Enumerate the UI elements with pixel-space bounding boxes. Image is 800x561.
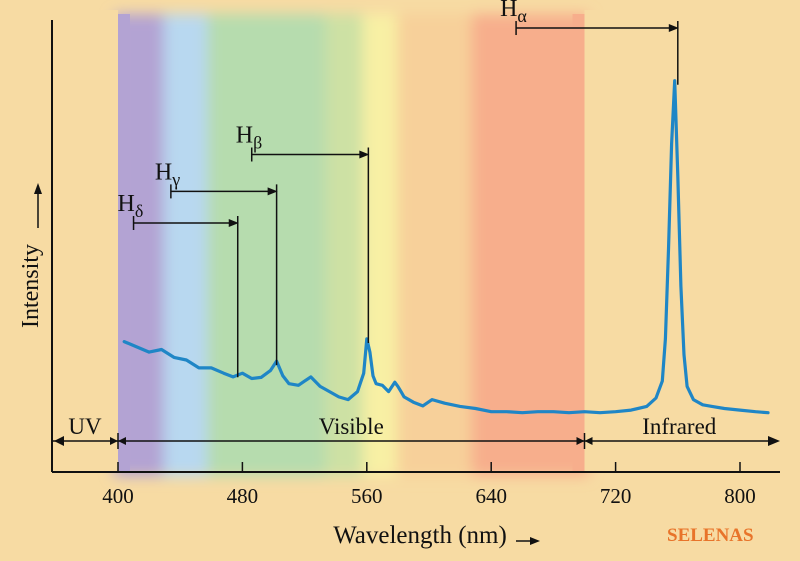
h-alpha-label: Hα bbox=[500, 0, 527, 26]
hydrogen-line-markers: Hα Hβ Hγ Hδ bbox=[118, 0, 679, 378]
color-bands bbox=[114, 14, 589, 476]
region-label-infrared: Infrared bbox=[642, 414, 717, 439]
x-tick-label-800: 800 bbox=[724, 484, 756, 508]
spectrum-line bbox=[122, 79, 770, 415]
axes bbox=[51, 10, 780, 473]
x-axis-label: Wavelength (nm) bbox=[333, 522, 507, 549]
spectrum-band-1 bbox=[163, 14, 216, 476]
visible-left-arrowhead bbox=[118, 437, 126, 445]
x-ticks: 400 480 560 640 720 800 bbox=[102, 462, 756, 508]
region-left-arrow bbox=[54, 436, 64, 446]
region-markers: UV Visible Infrared bbox=[52, 414, 780, 449]
region-label-visible: Visible bbox=[319, 414, 384, 439]
axis-labels: Wavelength (nm) Intensity bbox=[18, 183, 540, 549]
x-tick-label-480: 480 bbox=[227, 484, 259, 508]
visible-left-edge bbox=[118, 14, 130, 472]
region-right-arrow bbox=[768, 436, 780, 446]
x-axis-label-arrowhead bbox=[530, 537, 540, 545]
h-gamma-label: Hγ bbox=[155, 159, 180, 189]
h-gamma-arrowhead bbox=[267, 187, 278, 196]
visible-right-edge bbox=[572, 14, 585, 472]
h-delta-label: Hδ bbox=[118, 191, 144, 221]
series-group bbox=[122, 79, 770, 415]
region-label-uv: UV bbox=[68, 414, 102, 439]
h-beta-arrowhead bbox=[359, 150, 370, 159]
uv-zone bbox=[54, 10, 118, 472]
uv-arrowhead bbox=[110, 437, 118, 445]
y-axis-label: Intensity bbox=[18, 244, 44, 328]
infrared-zone bbox=[584, 10, 780, 472]
spectrum-band-2 bbox=[207, 14, 334, 476]
selenas-logo: SELENAS bbox=[667, 525, 754, 546]
x-tick-label-640: 640 bbox=[475, 484, 507, 508]
spectrum-band-6 bbox=[471, 14, 589, 476]
h-delta-arrowhead bbox=[228, 219, 239, 228]
y-axis-label-arrowhead bbox=[34, 183, 42, 194]
visible-right-arrowhead bbox=[576, 437, 585, 445]
infrared-left-arrowhead bbox=[584, 437, 593, 445]
x-tick-label-720: 720 bbox=[600, 484, 632, 508]
h-alpha-arrowhead bbox=[668, 24, 679, 33]
h-beta-label: Hβ bbox=[236, 123, 263, 153]
x-tick-label-400: 400 bbox=[102, 484, 134, 508]
x-tick-label-560: 560 bbox=[351, 484, 383, 508]
